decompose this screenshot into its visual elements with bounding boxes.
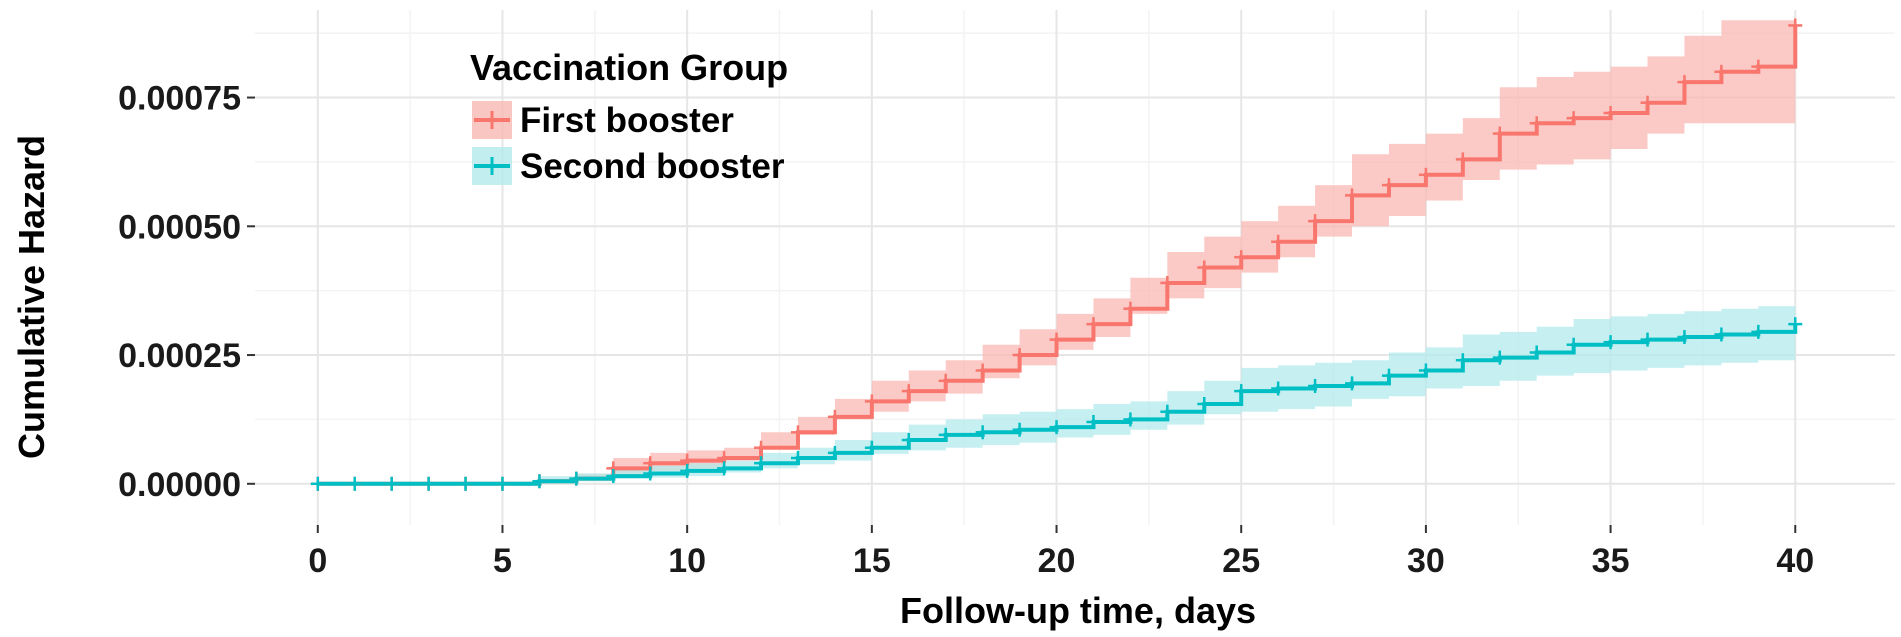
censor-mark-second-booster: [1788, 317, 1803, 332]
censor-mark-second-booster: [754, 456, 769, 471]
censor-mark-second-booster: [1197, 396, 1212, 411]
censor-mark-second-booster: [1049, 420, 1064, 435]
censor-mark-second-booster: [901, 433, 916, 448]
censor-mark-first-booster: [938, 373, 953, 388]
censor-mark-first-booster: [1271, 234, 1286, 249]
censor-mark-first-booster: [754, 440, 769, 455]
censor-mark-first-booster: [1049, 332, 1064, 347]
censor-mark-first-booster: [1677, 75, 1692, 90]
legend: Vaccination Group First booster Second b…: [470, 47, 788, 186]
censor-mark-first-booster: [790, 425, 805, 440]
y-axis: 0.00000 0.00025 0.00050 0.00075: [118, 80, 255, 504]
x-tick-label: 35: [1592, 542, 1630, 580]
y-tick-label: 0.00075: [118, 80, 241, 118]
censor-mark-second-booster: [938, 427, 953, 442]
censor-mark-second-booster: [1271, 381, 1286, 396]
y-tick-label: 0.00000: [118, 466, 241, 504]
censor-mark-second-booster: [384, 476, 399, 491]
censor-mark-first-booster: [1492, 126, 1507, 141]
censor-mark-first-booster: [1123, 301, 1138, 316]
y-tick-label: 0.00050: [118, 208, 241, 246]
censor-mark-second-booster: [1123, 412, 1138, 427]
censor-mark-first-booster: [975, 363, 990, 378]
censor-mark-first-booster: [1603, 106, 1618, 120]
censor-mark-second-booster: [1455, 353, 1470, 368]
legend-label-second-booster: Second booster: [520, 147, 785, 186]
x-tick-label: 5: [493, 542, 512, 580]
censor-mark-second-booster: [1714, 327, 1729, 342]
censor-mark-second-booster: [606, 469, 621, 484]
censor-mark-second-booster: [421, 476, 436, 491]
x-tick-label: 30: [1407, 542, 1445, 580]
legend-label-first-booster: First booster: [520, 101, 734, 140]
censor-mark-second-booster: [1012, 422, 1027, 437]
censor-mark-second-booster: [1751, 324, 1766, 339]
censor-mark-second-booster: [347, 476, 362, 491]
censor-mark-first-booster: [1160, 275, 1175, 290]
censor-mark-second-booster: [1381, 368, 1396, 383]
censor-mark-second-booster: [1492, 350, 1507, 365]
legend-key-second-booster: [472, 147, 512, 185]
censor-mark-second-booster: [827, 445, 842, 460]
censor-mark-second-booster: [864, 440, 879, 455]
censor-mark-first-booster: [1751, 59, 1766, 74]
censor-mark-first-booster: [1197, 260, 1212, 275]
censor-mark-first-booster: [1381, 178, 1396, 193]
censor-mark-first-booster: [1640, 95, 1655, 110]
censor-mark-second-booster: [1345, 376, 1360, 391]
x-tick-label: 15: [853, 542, 891, 580]
censor-mark-first-booster: [1566, 111, 1581, 126]
censor-mark-second-booster: [1603, 335, 1618, 350]
censor-mark-second-booster: [532, 474, 547, 489]
confidence-band-first-booster: [317, 15, 1796, 484]
censor-mark-second-booster: [310, 476, 325, 491]
y-tick-label: 0.00025: [118, 337, 241, 375]
censor-mark-second-booster: [1086, 415, 1101, 429]
censor-mark-second-booster: [495, 476, 510, 491]
censor-mark-second-booster: [1677, 330, 1692, 345]
censor-mark-first-booster: [827, 409, 842, 424]
censor-mark-second-booster: [1640, 332, 1655, 347]
confidence-band-second-booster: [317, 298, 1796, 484]
censor-mark-first-booster: [1308, 214, 1323, 229]
censor-mark-second-booster: [458, 476, 473, 491]
censor-mark-second-booster: [790, 451, 805, 466]
x-tick-label: 10: [668, 542, 706, 580]
x-tick-label: 20: [1038, 542, 1076, 580]
confidence-bands: [317, 15, 1796, 484]
censor-mark-first-booster: [1714, 64, 1729, 79]
legend-key-first-booster: [472, 101, 512, 139]
censor-mark-first-booster: [1418, 167, 1433, 182]
censor-mark-second-booster: [1566, 337, 1581, 352]
censor-mark-second-booster: [643, 466, 658, 481]
x-axis-title: Follow-up time, days: [900, 590, 1256, 631]
censor-mark-second-booster: [1418, 363, 1433, 378]
x-tick-label: 25: [1222, 542, 1260, 580]
censor-mark-second-booster: [569, 471, 584, 486]
legend-title: Vaccination Group: [470, 47, 788, 88]
censor-mark-second-booster: [1234, 384, 1249, 399]
censor-mark-second-booster: [1308, 378, 1323, 393]
x-tick-label: 40: [1776, 542, 1814, 580]
censor-mark-first-booster: [1455, 152, 1470, 167]
censor-mark-first-booster: [1345, 188, 1360, 203]
censor-mark-first-booster: [864, 394, 879, 409]
x-tick-label: 0: [308, 542, 327, 580]
x-axis: 0 5 10 15 20 25 30 35 40: [308, 525, 1814, 580]
censor-mark-first-booster: [1012, 348, 1027, 363]
censor-mark-first-booster: [1234, 250, 1249, 265]
censor-mark-first-booster: [1788, 18, 1803, 33]
censor-marks: [310, 18, 1803, 491]
censor-mark-second-booster: [717, 461, 732, 476]
censor-mark-first-booster: [901, 384, 916, 399]
censor-mark-second-booster: [1160, 404, 1175, 419]
censor-mark-second-booster: [680, 463, 695, 478]
censor-mark-second-booster: [1529, 345, 1544, 360]
censor-mark-first-booster: [1529, 116, 1544, 131]
y-axis-title: Cumulative Hazard: [11, 135, 52, 459]
censor-mark-second-booster: [975, 425, 990, 440]
censor-mark-first-booster: [1086, 317, 1101, 332]
